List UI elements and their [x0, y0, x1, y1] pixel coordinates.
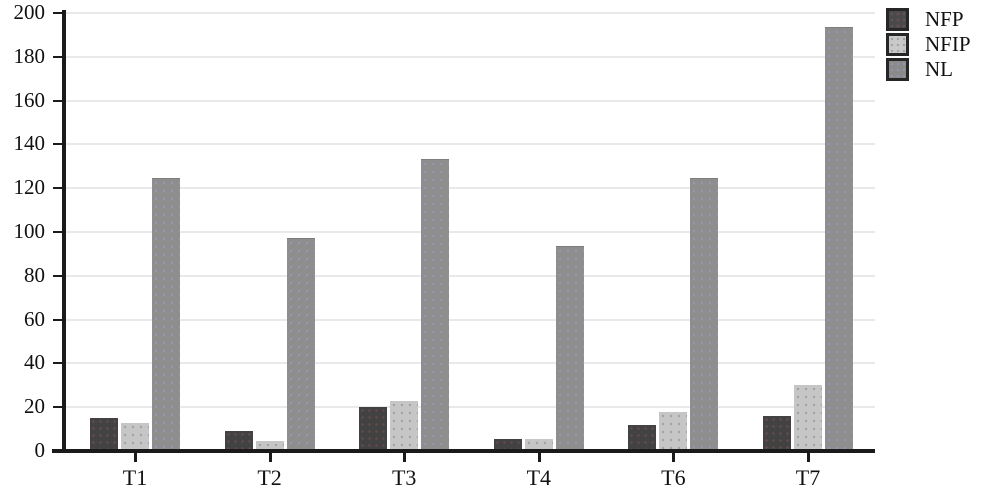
bar-nl-t4	[555, 246, 584, 451]
y-tick-label-40: 40	[24, 350, 45, 375]
x-tick-label-t7: T7	[795, 465, 821, 490]
bar-nl-t2	[286, 237, 315, 451]
bar-nl-t1	[152, 178, 180, 451]
x-axis-tick-t3	[403, 453, 407, 462]
y-axis-tick-100	[53, 231, 63, 233]
plot-area	[64, 12, 875, 451]
y-tick-label-180: 180	[13, 43, 46, 68]
bar-nfip-t1	[121, 422, 149, 451]
bar-nl-t6	[690, 178, 719, 451]
bar-nfp-t6	[628, 424, 657, 451]
legend-row-nl: NL	[886, 58, 971, 81]
y-axis-tick-180	[53, 55, 63, 58]
legend-swatch-nfp-icon	[886, 8, 909, 31]
x-axis-tick-t4	[537, 453, 541, 462]
legend: NFP NFIP NL	[886, 8, 971, 83]
x-axis-tick-t1	[134, 453, 137, 462]
y-tick-label-200: 200	[13, 0, 46, 24]
bar-nfp-t2	[224, 431, 253, 451]
gridline-140	[64, 143, 875, 146]
gridline-60	[64, 318, 875, 321]
y-axis-tick-160	[53, 99, 63, 102]
y-tick-label-140: 140	[13, 131, 46, 156]
legend-swatch-nl-icon	[886, 58, 909, 81]
legend-label-nl: NL	[925, 57, 953, 81]
y-axis-line	[62, 10, 66, 453]
gridline-200	[64, 12, 875, 14]
bar-nfp-t4	[493, 438, 522, 451]
bar-nl-t7	[825, 27, 853, 451]
y-tick-label-0: 0	[34, 438, 46, 462]
bar-nfip-t3	[390, 400, 419, 451]
bar-nfip-t4	[524, 438, 553, 451]
x-axis-tick-t7	[807, 453, 810, 462]
y-axis-tick-40	[53, 362, 63, 365]
x-axis-line	[52, 449, 875, 453]
gridline-120	[64, 187, 875, 190]
bar-nfip-t2	[255, 441, 284, 451]
y-tick-label-120: 120	[13, 175, 46, 200]
y-tick-label-80: 80	[24, 262, 45, 287]
bar-nfip-t6	[659, 411, 688, 451]
legend-row-nfp: NFP	[886, 8, 971, 31]
bar-nfip-t7	[794, 385, 822, 451]
bar-nl-t3	[421, 158, 450, 451]
bar-nfp-t7	[763, 415, 791, 451]
legend-label-nfip: NFIP	[925, 32, 971, 56]
y-tick-label-20: 20	[24, 394, 45, 419]
gridline-160	[64, 99, 875, 102]
legend-label-nfp: NFP	[925, 7, 964, 31]
y-tick-label-160: 160	[13, 87, 46, 112]
y-tick-label-100: 100	[13, 219, 46, 243]
y-axis-tick-20	[53, 406, 63, 409]
y-axis-tick-80	[53, 274, 63, 277]
gridline-40	[64, 362, 875, 365]
y-axis-tick-60	[53, 318, 63, 321]
gridline-80	[64, 274, 875, 277]
x-axis-tick-t2	[268, 453, 272, 462]
y-axis-tick-0	[53, 450, 63, 452]
x-tick-label-t1: T1	[122, 465, 148, 490]
bar-nfp-t3	[359, 407, 388, 451]
bar-nfp-t1	[90, 418, 118, 451]
x-tick-label-t6: T6	[661, 465, 686, 490]
legend-row-nfip: NFIP	[886, 33, 971, 56]
x-tick-label-t2: T2	[257, 465, 282, 490]
y-tick-label-60: 60	[24, 306, 45, 331]
x-axis-tick-t6	[672, 453, 676, 462]
y-axis-tick-120	[53, 187, 63, 190]
y-axis-tick-140	[53, 143, 63, 146]
x-tick-label-t3: T3	[391, 465, 417, 490]
gridline-100	[64, 231, 875, 233]
legend-swatch-nfip-icon	[886, 33, 909, 56]
gridline-180	[64, 55, 875, 58]
gridline-20	[64, 406, 875, 409]
y-axis-tick-200	[53, 12, 63, 14]
x-tick-label-t4: T4	[526, 465, 552, 490]
